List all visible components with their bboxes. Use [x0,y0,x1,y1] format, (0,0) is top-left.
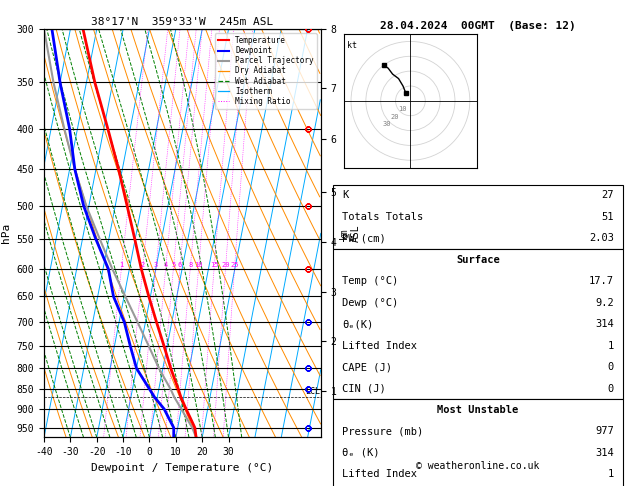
Text: 1: 1 [120,262,123,268]
Text: © weatheronline.co.uk: © weatheronline.co.uk [416,461,540,470]
Text: 20: 20 [221,262,230,268]
Text: K: K [342,191,348,200]
Text: kt: kt [347,41,357,51]
Text: 3: 3 [154,262,158,268]
Text: Surface: Surface [456,255,500,265]
Text: CIN (J): CIN (J) [342,383,386,394]
Text: 10: 10 [398,106,407,112]
Bar [333,399,623,486]
Text: Lifted Index: Lifted Index [342,469,417,479]
Text: 2: 2 [141,262,145,268]
Text: Lifted Index: Lifted Index [342,341,417,350]
Text: Pressure (mb): Pressure (mb) [342,427,423,436]
Text: 2.03: 2.03 [589,233,614,243]
Text: 4: 4 [164,262,168,268]
Text: LCL: LCL [305,387,320,396]
Text: 5: 5 [171,262,175,268]
Text: 0: 0 [608,383,614,394]
Text: θₑ (K): θₑ (K) [342,448,379,458]
Text: 1: 1 [608,341,614,350]
Text: 10: 10 [194,262,203,268]
Text: Most Unstable: Most Unstable [437,405,519,415]
Text: 9.2: 9.2 [595,298,614,308]
Y-axis label: km
ASL: km ASL [339,225,361,242]
Bar [333,249,623,399]
Text: 314: 314 [595,448,614,458]
Text: Dewp (°C): Dewp (°C) [342,298,398,308]
X-axis label: Dewpoint / Temperature (°C): Dewpoint / Temperature (°C) [91,463,274,473]
Text: 314: 314 [595,319,614,329]
Text: 25: 25 [230,262,239,268]
Y-axis label: hPa: hPa [1,223,11,243]
Text: 15: 15 [210,262,218,268]
Title: 38°17'N  359°33'W  245m ASL: 38°17'N 359°33'W 245m ASL [91,17,274,27]
Text: 27: 27 [601,191,614,200]
Text: 28.04.2024  00GMT  (Base: 12): 28.04.2024 00GMT (Base: 12) [380,21,576,32]
Text: 17.7: 17.7 [589,276,614,286]
Text: Mixing Ratio (g/kg): Mixing Ratio (g/kg) [344,206,353,301]
Text: 6: 6 [178,262,182,268]
Text: Temp (°C): Temp (°C) [342,276,398,286]
Legend: Temperature, Dewpoint, Parcel Trajectory, Dry Adiabat, Wet Adiabat, Isotherm, Mi: Temperature, Dewpoint, Parcel Trajectory… [214,33,317,109]
Text: θₑ(K): θₑ(K) [342,319,373,329]
Text: Totals Totals: Totals Totals [342,212,423,222]
Text: 977: 977 [595,427,614,436]
Text: 20: 20 [391,114,399,120]
Text: 0: 0 [608,362,614,372]
Text: CAPE (J): CAPE (J) [342,362,392,372]
Text: 51: 51 [601,212,614,222]
Text: 8: 8 [188,262,192,268]
Text: PW (cm): PW (cm) [342,233,386,243]
Text: 30: 30 [382,122,391,127]
Text: 1: 1 [608,469,614,479]
Bar [333,185,623,249]
